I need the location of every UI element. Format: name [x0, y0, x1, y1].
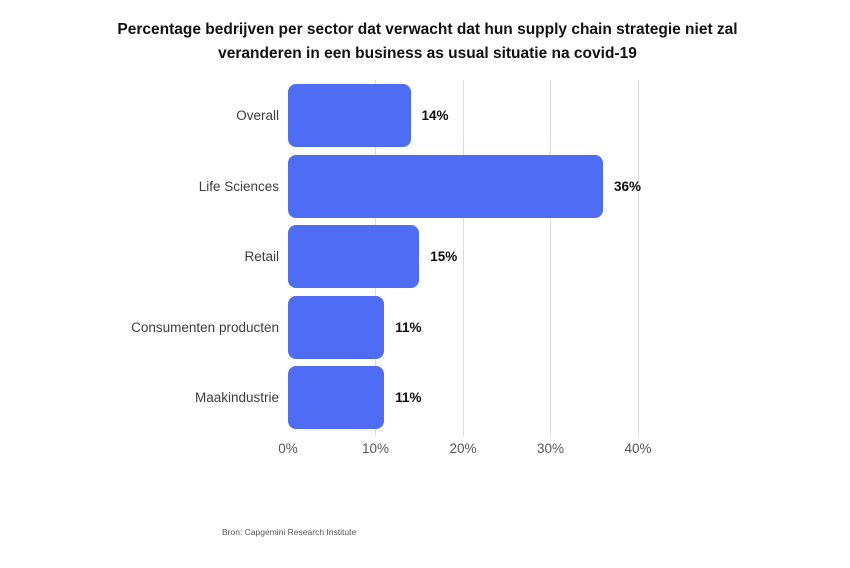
- bar-row: 11%: [288, 366, 422, 429]
- gridline: [550, 80, 551, 436]
- category-label: Consumenten producten: [131, 319, 279, 335]
- bar-row: 11%: [288, 295, 422, 359]
- source-note: Bron: Capgemini Research Institute: [222, 527, 357, 537]
- bar: [288, 295, 385, 359]
- value-label: 11%: [395, 319, 422, 335]
- category-label: Maakindustrie: [194, 390, 279, 405]
- bar: [288, 366, 385, 429]
- bar-chart: 0% 10% 20% 30% 40% Overall 14% Life Sciences 36%…: [0, 80, 850, 474]
- bar-row: 15%: [288, 225, 457, 288]
- bar-row: 14%: [288, 84, 449, 147]
- value-label: 14%: [421, 108, 449, 123]
- x-tick-label: 20%: [449, 441, 477, 456]
- category-label: Overall: [236, 108, 279, 123]
- x-tick-label: 0%: [278, 441, 298, 456]
- category-label: Retail: [244, 249, 279, 264]
- bar: [288, 154, 603, 218]
- value-label: 36%: [614, 178, 642, 194]
- chart-title-line1: Percentage bedrijven per sector dat verw…: [117, 21, 738, 38]
- category-label: Life Sciences: [198, 178, 279, 194]
- bar-row: 36%: [288, 154, 642, 218]
- bar: [288, 225, 420, 288]
- x-tick-label: 10%: [361, 441, 390, 456]
- bar: [288, 84, 411, 147]
- value-label: 15%: [430, 249, 458, 264]
- chart-title-line2: veranderen in een business as usual situ…: [218, 45, 637, 62]
- chart-title: Percentage bedrijven per sector dat verw…: [85, 18, 770, 66]
- gridline: [637, 80, 639, 436]
- gridline: [462, 80, 464, 436]
- x-tick-label: 30%: [536, 441, 565, 456]
- value-label: 11%: [395, 390, 422, 405]
- x-tick-label: 40%: [624, 441, 652, 456]
